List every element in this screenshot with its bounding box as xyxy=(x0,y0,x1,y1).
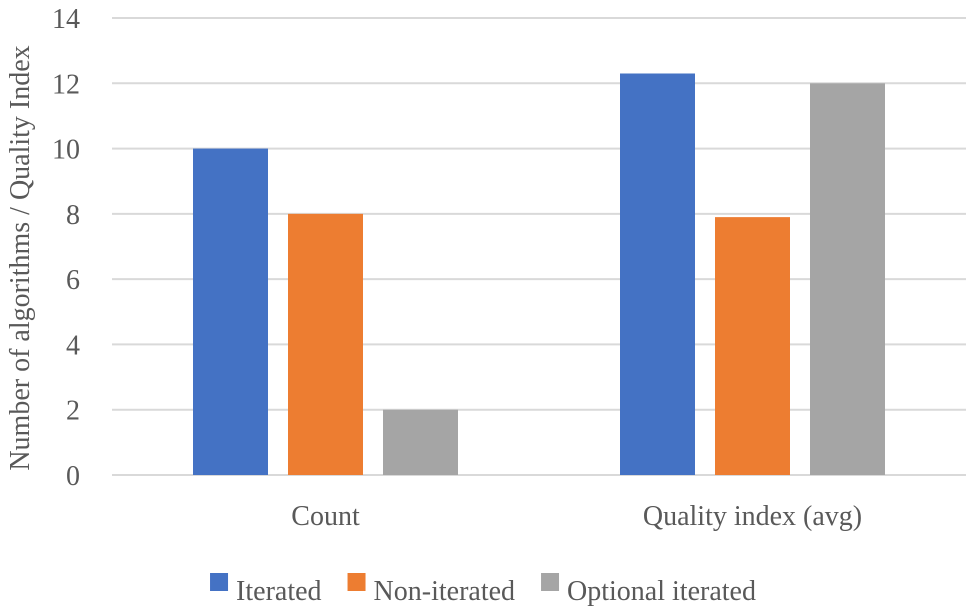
x-tick-label: Quality index (avg) xyxy=(643,501,862,532)
y-tick-label: 8 xyxy=(66,200,80,231)
x-tick-label: Count xyxy=(291,501,360,532)
y-tick-label: 4 xyxy=(66,330,80,361)
y-tick-label: 12 xyxy=(52,69,80,100)
legend-label: Optional iterated xyxy=(567,576,756,607)
bar-iterated-0 xyxy=(193,148,268,476)
legend-item-optional-iterated: Optional iterated xyxy=(541,573,756,607)
legend-label: Iterated xyxy=(236,576,322,607)
y-axis-ticks: 0 2 4 6 8 10 12 14 xyxy=(52,4,80,492)
legend-label: Non-iterated xyxy=(374,576,516,607)
x-axis-ticks: Count Quality index (avg) xyxy=(291,501,862,532)
y-tick-label: 2 xyxy=(66,396,80,427)
y-tick-label: 0 xyxy=(66,461,80,492)
y-axis-title: Number of algorithms / Quality Index xyxy=(5,45,36,470)
legend-swatch xyxy=(210,573,229,591)
bar-iterated-1 xyxy=(620,73,695,475)
bars xyxy=(193,73,885,476)
y-tick-label: 6 xyxy=(66,265,80,296)
legend: Iterated Non-iterated Optional iterated xyxy=(210,573,756,607)
bar-non-iterated-0 xyxy=(288,213,363,475)
bar-optional-iterated-1 xyxy=(810,83,885,476)
legend-item-non-iterated: Non-iterated xyxy=(347,573,516,607)
y-tick-label: 10 xyxy=(52,135,80,166)
legend-swatch xyxy=(347,573,366,591)
y-tick-label: 14 xyxy=(52,4,80,35)
bar-optional-iterated-0 xyxy=(383,409,458,475)
legend-item-iterated: Iterated xyxy=(210,573,322,607)
legend-swatch xyxy=(541,573,560,591)
bar-non-iterated-1 xyxy=(715,217,790,475)
